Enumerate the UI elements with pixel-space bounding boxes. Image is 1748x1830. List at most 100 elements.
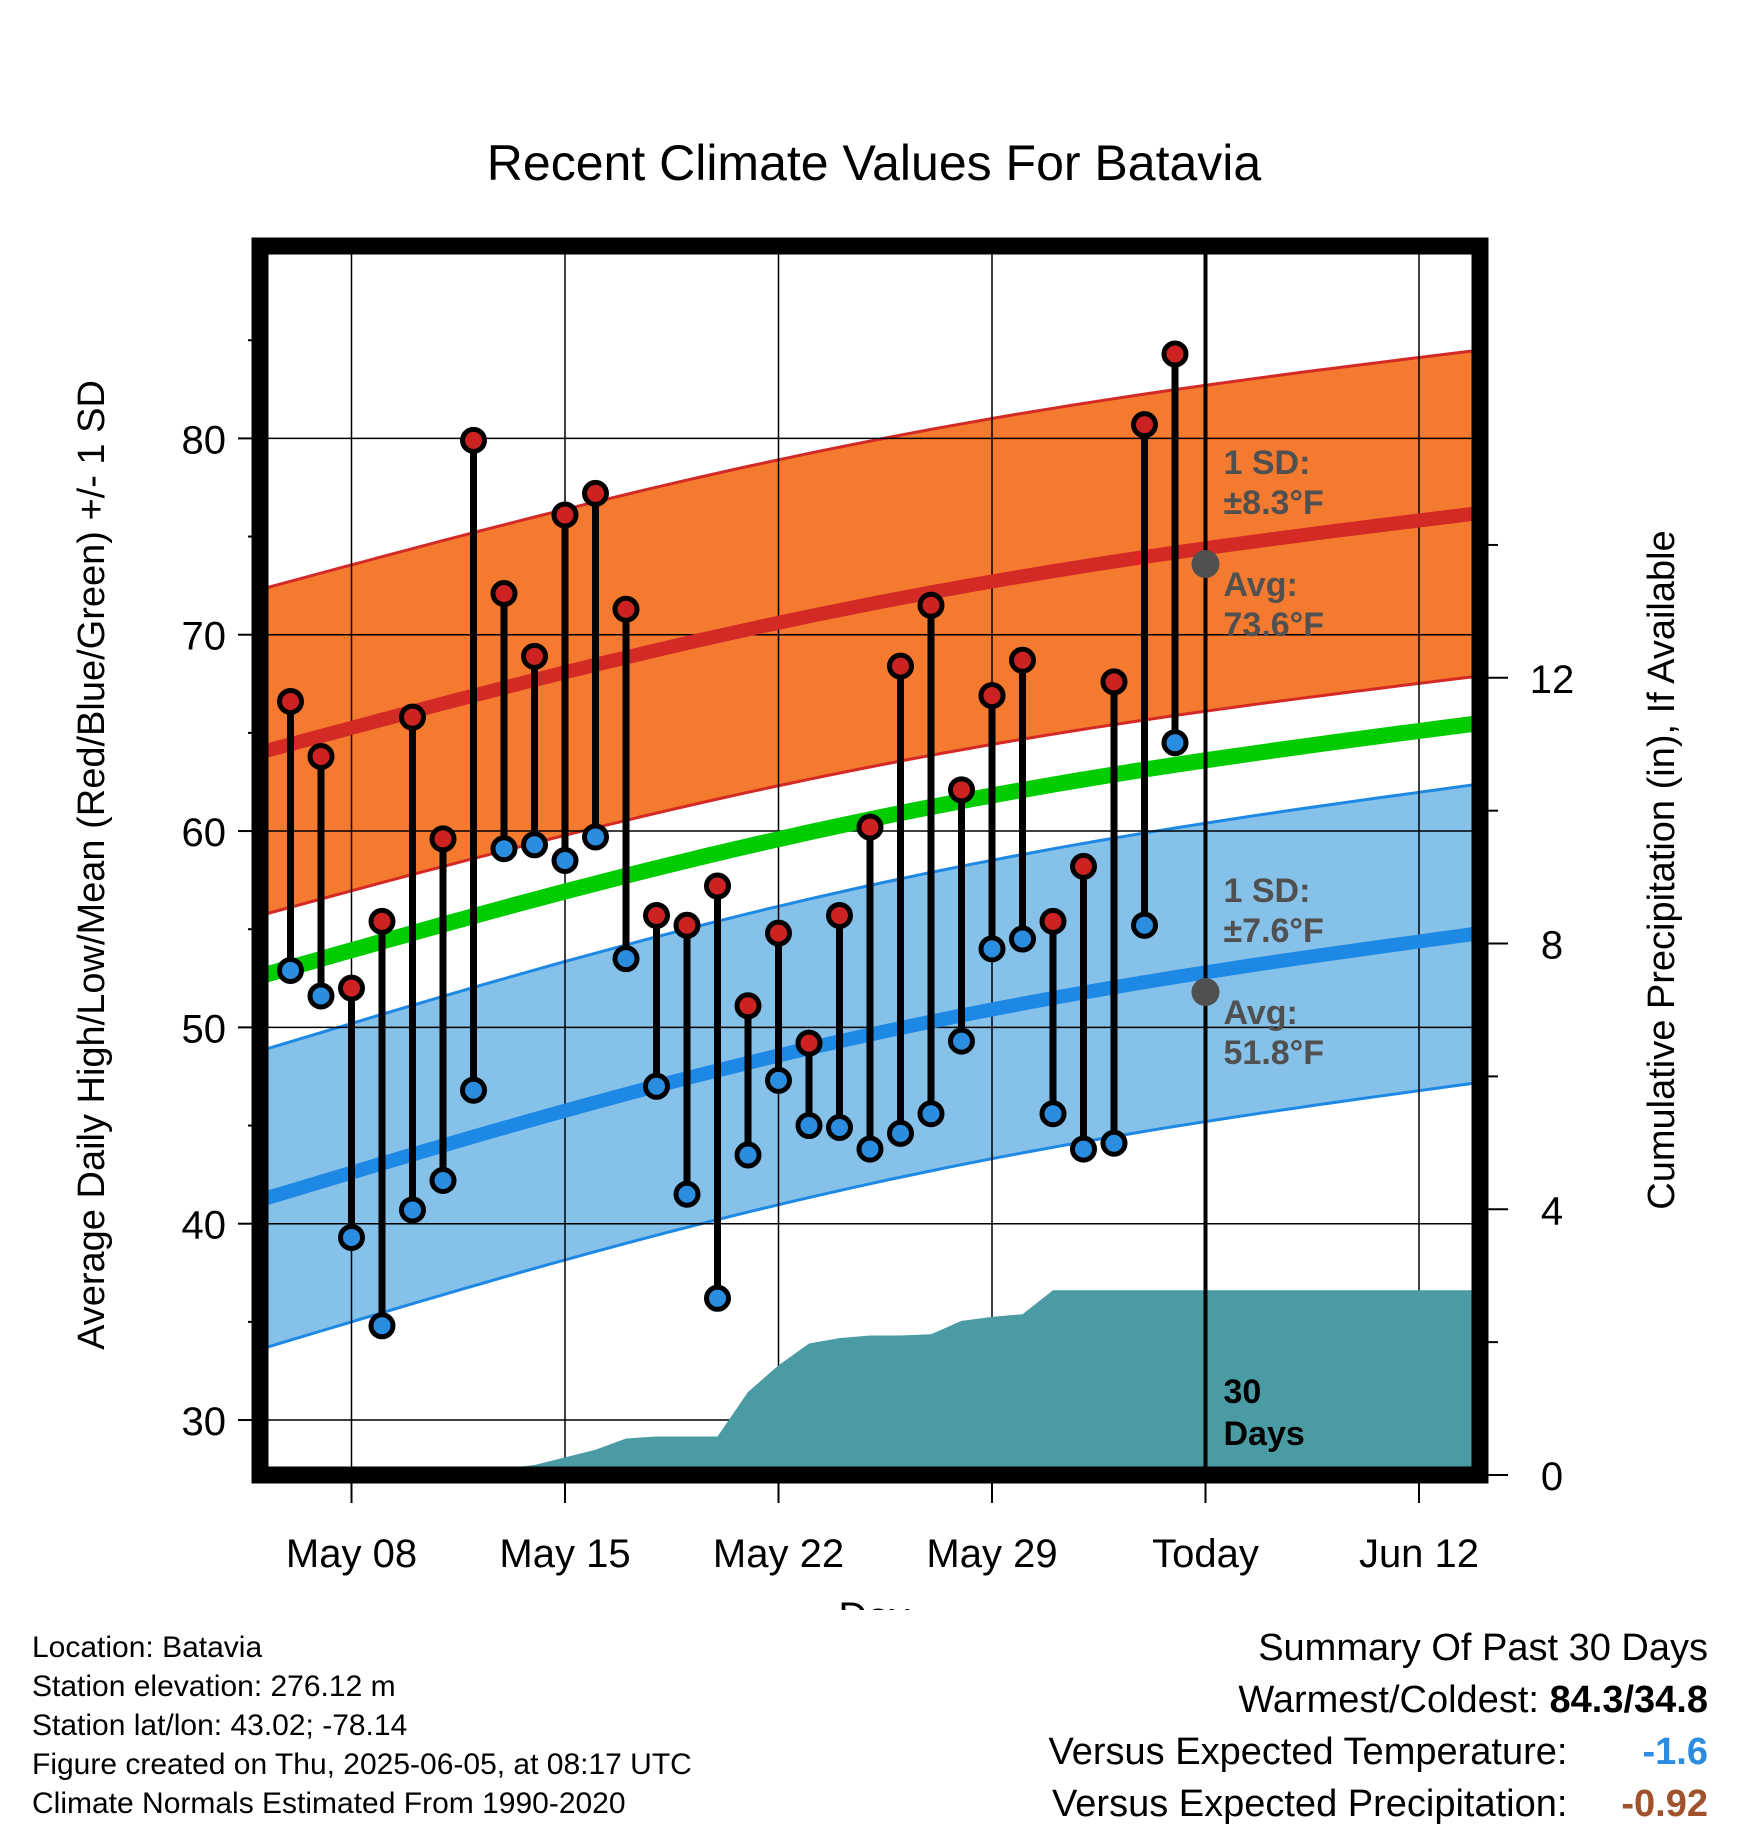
daily-high-point (887, 652, 914, 680)
precip-departure-label: Versus Expected Precipitation: (1052, 1783, 1568, 1825)
daily-low-point (704, 1284, 731, 1312)
today-high-normal-marker (1191, 550, 1220, 579)
elevation-text: Station elevation: 276.12 m (32, 1670, 396, 1703)
today-low-normal-marker (1191, 978, 1220, 1007)
daily-high-point (582, 479, 609, 507)
daily-high-point (1100, 668, 1128, 696)
daily-low-point (765, 1066, 792, 1094)
daily-high-point (673, 911, 701, 939)
daily-high-point (765, 919, 792, 947)
low-sd-value: ±7.6°F (1224, 912, 1324, 950)
daily-low-point (917, 1100, 945, 1128)
daily-low-point (612, 945, 640, 973)
normal-low-lower-edge (260, 1080, 1480, 1351)
daily-high-point (307, 742, 335, 770)
precip-area (260, 1290, 1480, 1475)
daily-low-point (460, 1076, 487, 1104)
daily-low-point (887, 1119, 914, 1147)
daily-low-point (368, 1312, 396, 1340)
y-left-tick-label: 40 (182, 1204, 227, 1248)
y-axis-left-label: Average Daily High/Low/Mean (Red/Blue/Gr… (71, 380, 113, 1350)
daily-high-point (368, 907, 396, 935)
low-avg-label: Avg: (1224, 994, 1298, 1032)
daily-low-point (338, 1223, 365, 1251)
temp-departure-value: -1.6 (1642, 1731, 1708, 1773)
summary-panel: Summary Of Past 30 Days Warmest/Coldest:… (1049, 1622, 1708, 1830)
daily-low-point (1131, 911, 1158, 939)
daily-low-point (826, 1114, 853, 1142)
y-left-tick-label: 30 (182, 1400, 227, 1444)
high-sd-value: ±8.3°F (1224, 484, 1324, 522)
daily-low-point (1161, 729, 1189, 757)
x-tick-label: Jun 12 (1359, 1532, 1479, 1576)
y-right-tick-label: 0 (1541, 1455, 1563, 1499)
normal-high-upper-edge (260, 348, 1480, 592)
x-tick-label: May 22 (713, 1532, 844, 1576)
daily-high-point (429, 825, 457, 853)
high-sd-label: 1 SD: (1224, 444, 1311, 482)
precip-departure-value: -0.92 (1621, 1783, 1708, 1825)
y-left-tick-label: 60 (182, 811, 227, 855)
daily-low-point (429, 1167, 457, 1195)
daily-high-point (856, 813, 884, 841)
y-left-tick-label: 80 (182, 418, 227, 462)
daily-low-point (399, 1196, 426, 1224)
days-count-label: 30 (1224, 1373, 1262, 1411)
daily-high-point (795, 1029, 823, 1057)
daily-low-point (490, 835, 518, 863)
low-avg-value: 51.8°F (1224, 1034, 1325, 1072)
daily-low-point (1039, 1100, 1067, 1128)
low-sd-label: 1 SD: (1224, 872, 1311, 910)
daily-high-point (1009, 646, 1036, 674)
daily-low-point (582, 823, 609, 851)
daily-low-point (795, 1112, 823, 1140)
precip-departure-row: Versus Expected Precipitation: -0.92 (1049, 1778, 1708, 1830)
warmest-coldest-row: Warmest/Coldest: 84.3/34.8 (1049, 1674, 1708, 1726)
daily-low-point (734, 1141, 762, 1169)
x-axis-label: Day (838, 1595, 909, 1610)
chart-title: Recent Climate Values For Batavia (487, 135, 1262, 191)
daily-low-point (1070, 1135, 1097, 1163)
x-tick-label: May 29 (926, 1532, 1057, 1576)
location-text: Location: Batavia (32, 1631, 263, 1664)
daily-high-point (551, 501, 579, 529)
x-tick-label: May 15 (499, 1532, 630, 1576)
station-info: Location: Batavia Station elevation: 276… (32, 1628, 692, 1823)
normals-text: Climate Normals Estimated From 1990-2020 (32, 1787, 626, 1820)
y-right-tick-label: 4 (1541, 1189, 1563, 1233)
warmest-coldest-value: 84.3/34.8 (1549, 1679, 1708, 1721)
daily-low-point (307, 982, 335, 1010)
daily-low-point (673, 1180, 701, 1208)
y-right-tick-label: 12 (1530, 658, 1575, 702)
high-avg-value: 73.6°F (1224, 606, 1325, 644)
daily-low-point (856, 1135, 884, 1163)
daily-low-point (551, 847, 579, 874)
daily-high-point (338, 974, 365, 1002)
daily-low-point (643, 1072, 670, 1100)
created-text: Figure created on Thu, 2025-06-05, at 08… (32, 1748, 692, 1781)
summary-title: Summary Of Past 30 Days (1258, 1627, 1708, 1669)
daily-high-point (704, 872, 731, 900)
y-right-tick-label: 8 (1541, 924, 1563, 968)
daily-high-point (917, 591, 945, 619)
daily-low-point (521, 831, 548, 859)
y-axis-right-label: Cumulative Precipitation (in), If Availa… (1641, 530, 1683, 1209)
warmest-coldest-label: Warmest/Coldest: (1238, 1679, 1539, 1721)
daily-high-point (612, 595, 640, 623)
daily-low-point (978, 935, 1006, 963)
daily-high-point (1161, 340, 1189, 368)
daily-high-point (643, 901, 670, 929)
temp-departure-label: Versus Expected Temperature: (1048, 1731, 1568, 1773)
daily-high-point (734, 992, 762, 1020)
x-tick-label: Today (1152, 1532, 1259, 1576)
daily-high-point (521, 642, 548, 670)
daily-low-point (948, 1027, 975, 1055)
daily-high-point (399, 703, 426, 731)
plot-frame (251, 237, 1489, 1484)
daily-high-point (1070, 852, 1097, 880)
x-tick-label: May 08 (286, 1532, 417, 1576)
temp-departure-row: Versus Expected Temperature: -1.6 (1049, 1726, 1708, 1778)
daily-low-point (277, 956, 304, 984)
